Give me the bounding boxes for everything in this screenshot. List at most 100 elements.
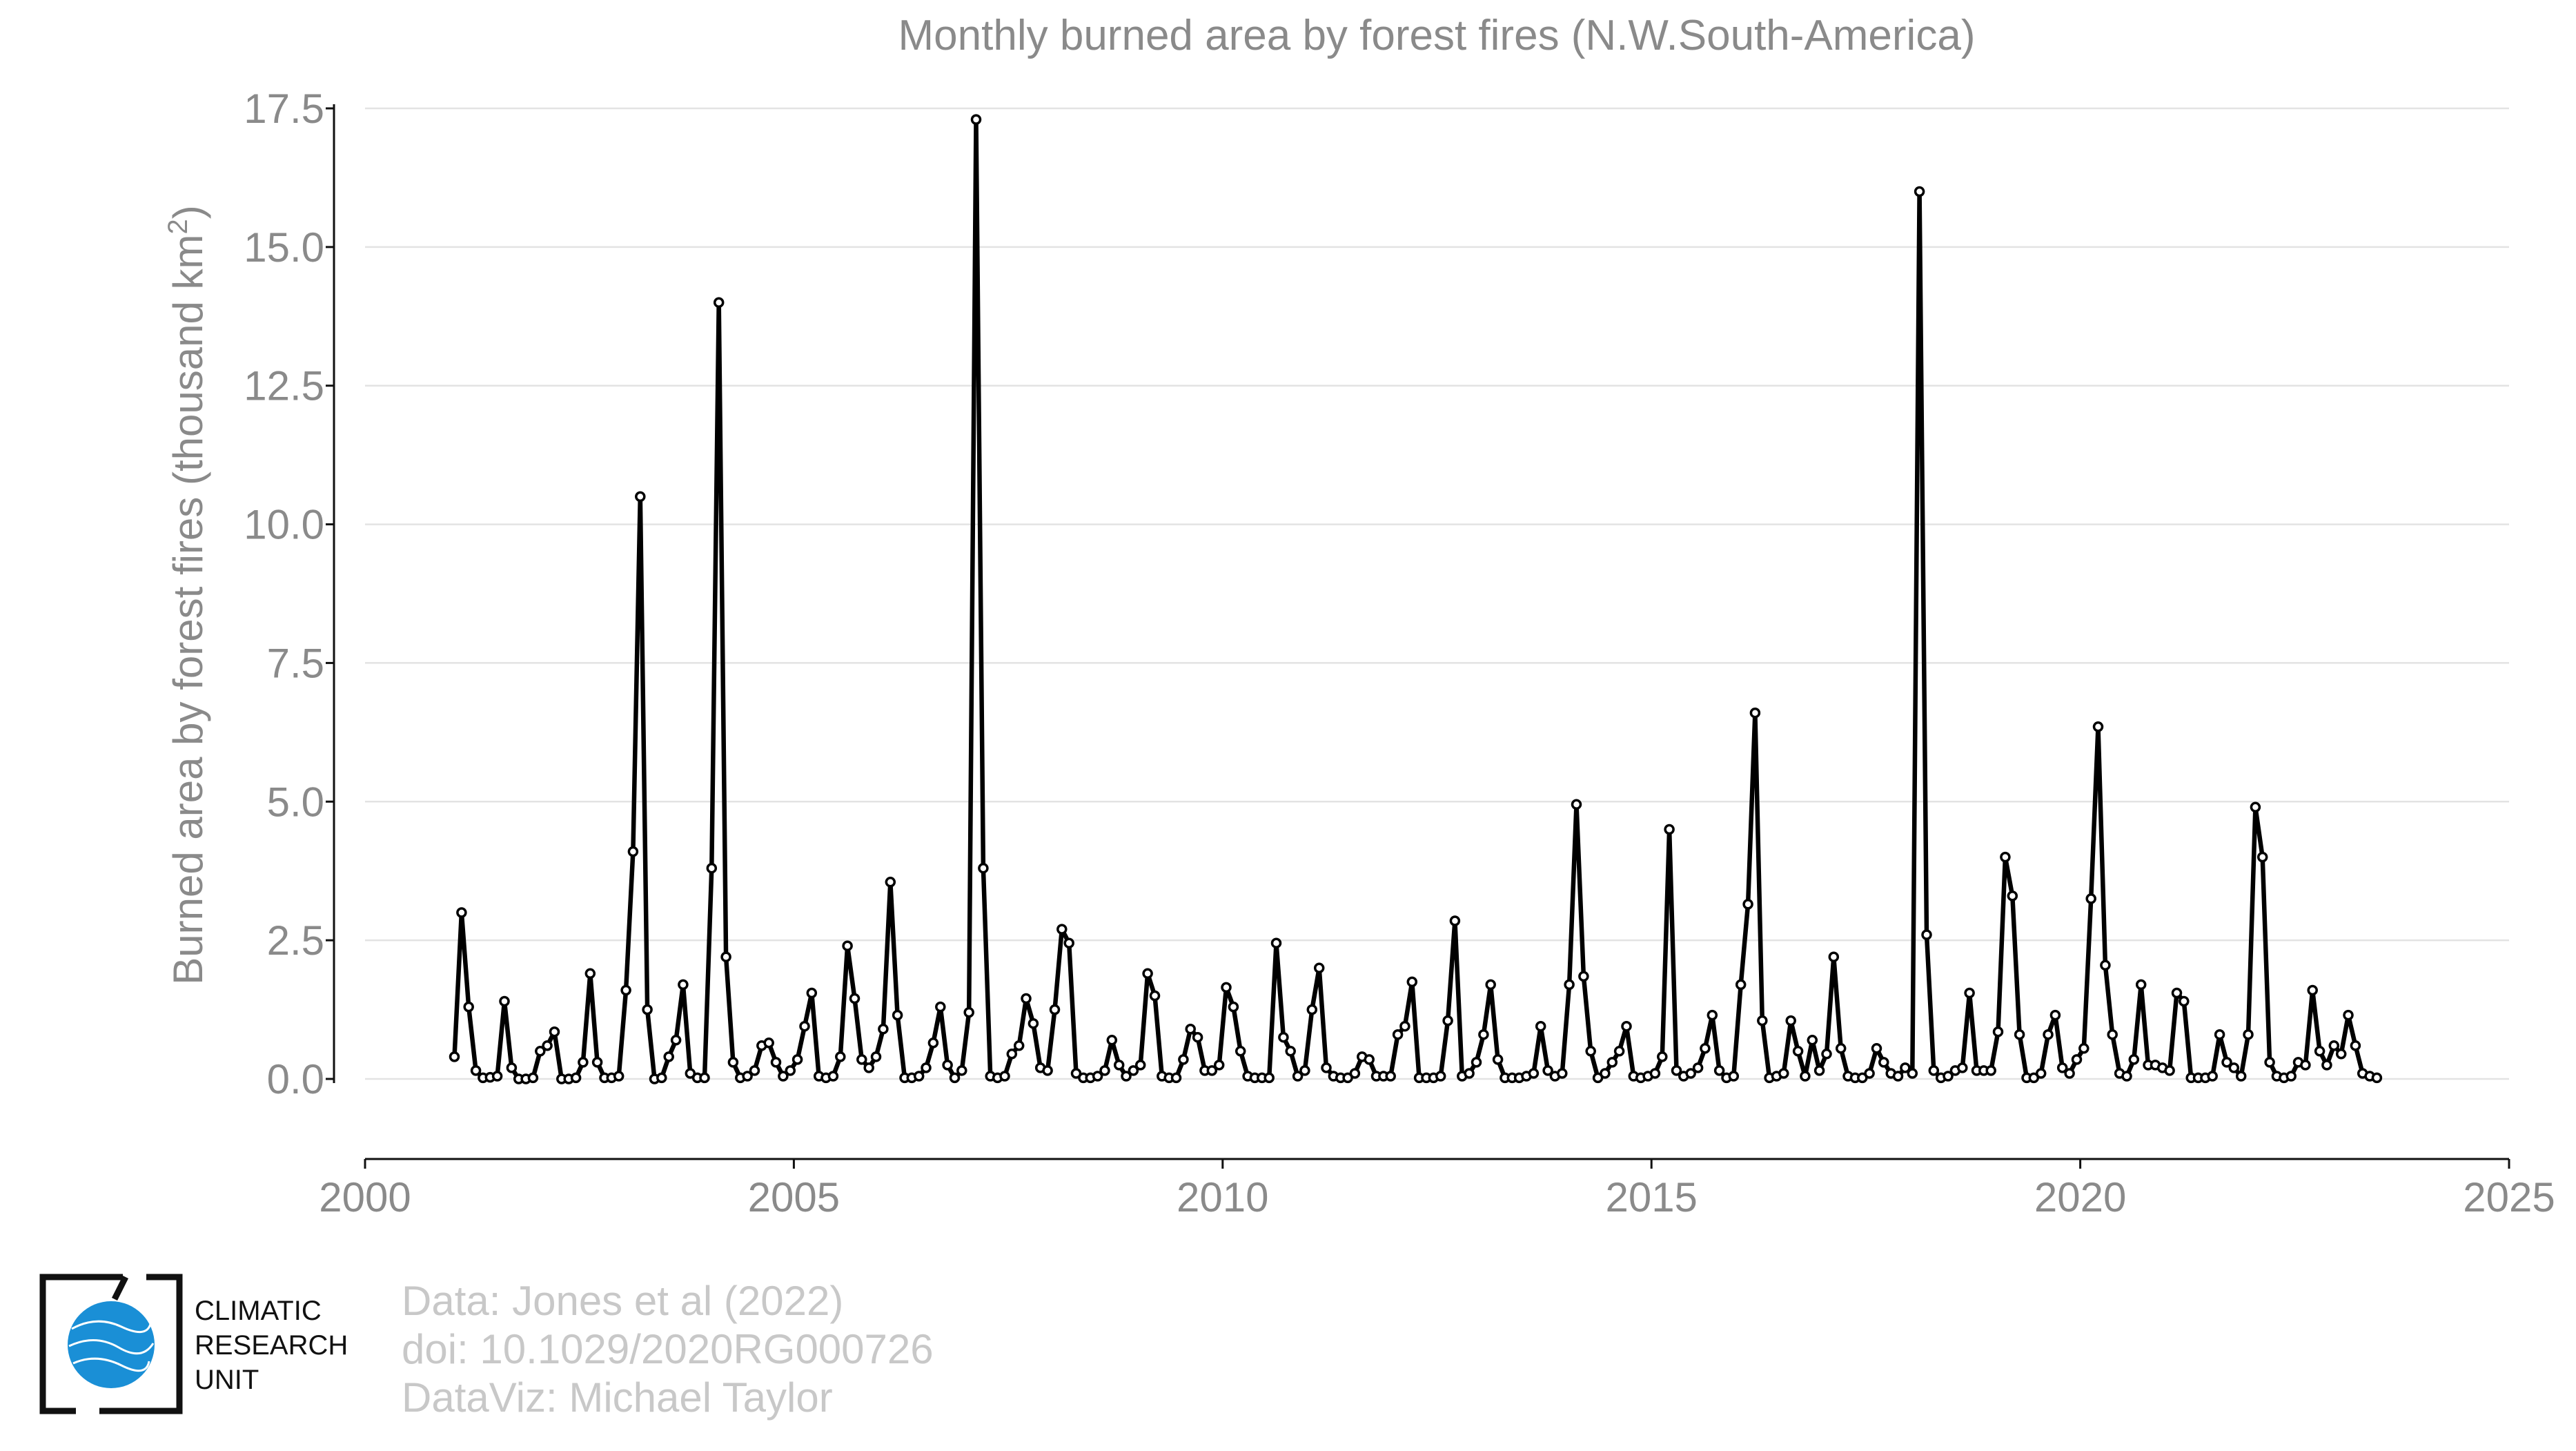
data-point	[2328, 1040, 2340, 1051]
data-point	[2221, 1057, 2232, 1068]
data-point	[806, 987, 818, 999]
x-tick-label: 2025	[2463, 1174, 2555, 1220]
data-point	[2285, 1071, 2297, 1082]
data-point	[1606, 1057, 1618, 1068]
data-point	[1664, 824, 1675, 835]
data-point	[799, 1020, 810, 1032]
data-point	[1828, 951, 1840, 962]
data-point	[1292, 1071, 1304, 1082]
data-point	[2014, 1029, 2025, 1040]
logo-line-2: RESEARCH	[195, 1330, 348, 1361]
data-point	[720, 951, 731, 962]
data-point	[1128, 1065, 1139, 1076]
logo-line-3: UNIT	[195, 1365, 259, 1395]
data-point	[2228, 1062, 2240, 1073]
data-point	[2071, 1054, 2083, 1065]
data-point	[663, 1051, 674, 1062]
data-point	[470, 1065, 482, 1076]
x-tick-label: 2000	[319, 1174, 411, 1220]
data-point	[1070, 1068, 1082, 1079]
data-point	[1900, 1062, 1911, 1073]
y-axis-label-superscript: 2	[163, 219, 193, 234]
data-point	[1871, 1043, 1882, 1054]
data-point	[713, 297, 725, 308]
data-point	[1707, 1009, 1718, 1021]
data-point	[1092, 1071, 1103, 1082]
data-point	[778, 1071, 789, 1082]
globe-wave-1	[71, 1320, 152, 1333]
globe-wave-3	[72, 1357, 150, 1372]
data-point	[2300, 1060, 2311, 1071]
data-point	[627, 846, 639, 857]
y-axis-label-main: Burned area by forest fires (thousand km	[165, 235, 211, 985]
data-point	[1907, 1068, 1918, 1079]
data-point	[1056, 924, 1068, 935]
data-point	[1835, 1043, 1847, 1054]
data-point	[1134, 1060, 1146, 1071]
data-point	[1943, 1071, 1954, 1082]
data-point	[1749, 707, 1761, 719]
data-point	[2307, 984, 2318, 996]
data-point	[706, 862, 718, 874]
data-point	[856, 1054, 867, 1065]
data-point	[1178, 1054, 1189, 1065]
data-point	[1964, 987, 1975, 999]
data-point	[449, 1051, 460, 1062]
logo-line-1: CLIMATIC	[195, 1296, 322, 1326]
data-point	[584, 968, 596, 980]
data-point	[1021, 993, 1032, 1004]
data-point	[1285, 1046, 1296, 1057]
data-point	[2314, 1046, 2326, 1057]
data-point	[1657, 1051, 1668, 1062]
data-point	[463, 1001, 474, 1013]
y-axis-label: Burned area by forest fires (thousand km…	[163, 205, 211, 984]
data-point	[1542, 1065, 1553, 1076]
y-tick-label: 17.5	[244, 86, 324, 132]
data-point	[2243, 1029, 2254, 1040]
credit-data-source: Data: Jones et al (2022)	[402, 1278, 843, 1324]
data-point	[1928, 1065, 1940, 1076]
data-point	[1613, 1046, 1625, 1057]
data-point	[2343, 1009, 2354, 1021]
y-tick-label: 5.0	[267, 779, 324, 825]
data-point	[527, 1072, 539, 1084]
data-point	[913, 1071, 925, 1082]
data-point	[1185, 1023, 1196, 1035]
data-point	[2371, 1072, 2383, 1084]
data-point	[1228, 1001, 1239, 1013]
data-point	[1006, 1049, 1018, 1060]
data-point	[699, 1072, 710, 1084]
data-point	[1700, 1043, 1711, 1054]
data-point	[1321, 1062, 1332, 1073]
data-point	[1013, 1040, 1025, 1051]
data-point	[591, 1057, 603, 1068]
y-tick-label: 2.5	[267, 917, 324, 964]
data-point	[1878, 1057, 1889, 1068]
data-point	[1385, 1071, 1396, 1082]
data-point	[535, 1046, 546, 1057]
y-axis-label-close: )	[165, 205, 211, 219]
globe-wave-2	[68, 1339, 155, 1355]
data-point	[2056, 1062, 2068, 1073]
y-axis-ticks: 0.0 2.5 5.0 7.5 10.0 12.5 15.0 17.5	[244, 86, 335, 1102]
data-point	[1278, 1031, 1289, 1043]
data-point	[2085, 893, 2096, 904]
data-point	[878, 1023, 889, 1035]
cru-logo: CLIMATIC RESEARCH UNIT	[39, 1274, 348, 1414]
data-point	[1742, 899, 1753, 910]
data-point	[2100, 960, 2111, 971]
data-point	[849, 993, 861, 1004]
data-point	[1106, 1035, 1118, 1046]
data-point	[1113, 1060, 1125, 1071]
data-point	[1571, 799, 1582, 810]
data-point	[1349, 1068, 1361, 1079]
data-point	[570, 1072, 582, 1084]
data-point	[2350, 1040, 2361, 1051]
data-point	[642, 1004, 653, 1015]
y-tick-label: 7.5	[267, 640, 324, 686]
data-point	[1449, 915, 1461, 926]
data-point	[2035, 1068, 2047, 1079]
data-point	[506, 1062, 518, 1073]
data-point	[1042, 1065, 1053, 1076]
